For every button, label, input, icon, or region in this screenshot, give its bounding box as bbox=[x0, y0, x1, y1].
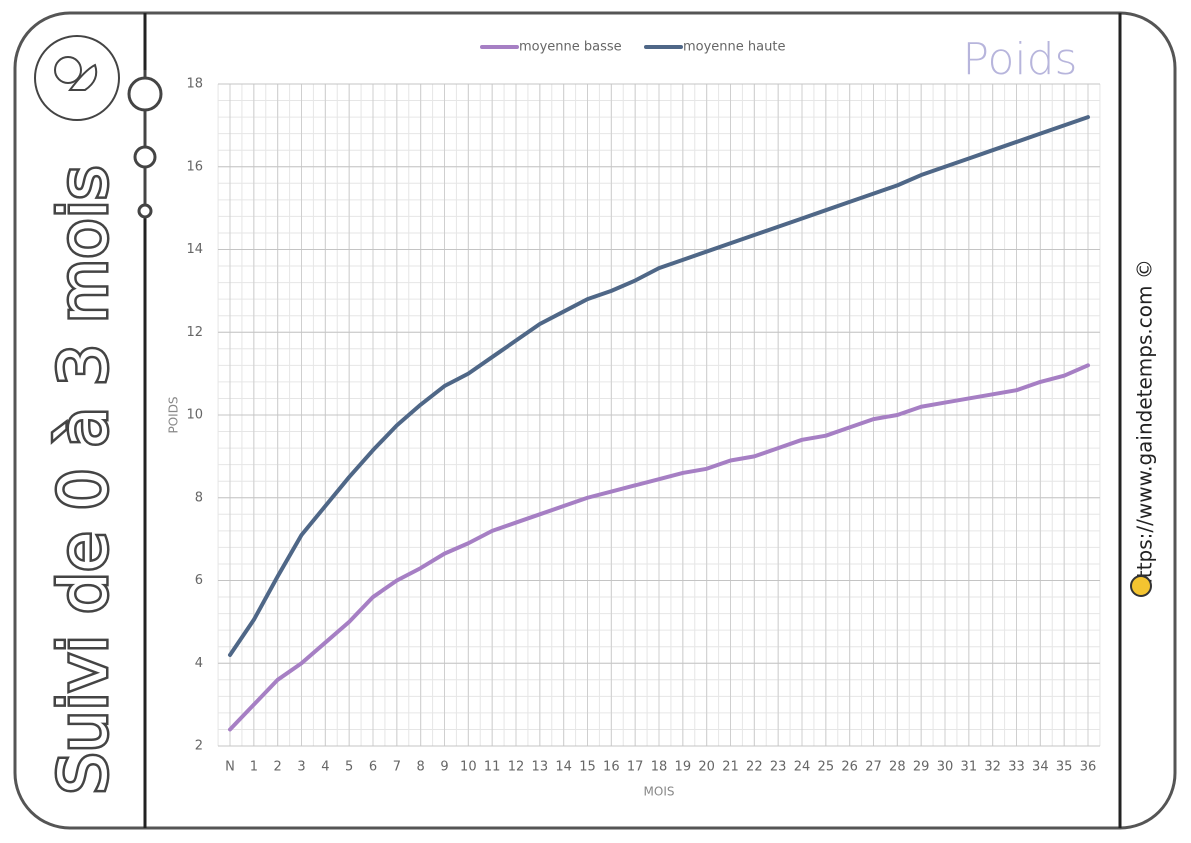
y-tick-label: 18 bbox=[186, 77, 203, 92]
x-axis-label: MOIS bbox=[644, 785, 675, 799]
x-tick-label: 23 bbox=[770, 760, 787, 775]
x-tick-label: 31 bbox=[961, 760, 978, 775]
chart-title: Poids bbox=[963, 34, 1078, 85]
x-tick-label: 3 bbox=[297, 760, 305, 775]
x-tick-label: 16 bbox=[603, 760, 620, 775]
y-tick-label: 16 bbox=[186, 159, 203, 174]
side-title: Suivi de 0 à 3 mois bbox=[45, 166, 122, 795]
y-axis-label: POIDS bbox=[167, 396, 181, 433]
series-line bbox=[228, 115, 1090, 657]
decoration bbox=[127, 76, 163, 112]
icon bbox=[67, 63, 98, 91]
x-tick-label: 11 bbox=[484, 760, 501, 775]
x-tick-label: 1 bbox=[250, 760, 258, 775]
decoration bbox=[133, 145, 157, 169]
x-tick-label: 20 bbox=[698, 760, 715, 775]
x-tick-label: 21 bbox=[722, 760, 739, 775]
x-tick-label: 5 bbox=[345, 760, 353, 775]
x-tick-label: 17 bbox=[627, 760, 644, 775]
y-tick-label: 6 bbox=[195, 573, 203, 588]
x-tick-label: 29 bbox=[913, 760, 930, 775]
x-tick-label: 26 bbox=[841, 760, 858, 775]
x-tick-label: 4 bbox=[321, 760, 329, 775]
y-tick-label: 12 bbox=[186, 325, 203, 340]
x-tick-label: 27 bbox=[865, 760, 882, 775]
x-tick-label: 24 bbox=[794, 760, 811, 775]
x-tick-label: N bbox=[225, 760, 235, 775]
x-tick-label: 28 bbox=[889, 760, 906, 775]
x-tick-label: 6 bbox=[369, 760, 377, 775]
x-tick-label: 36 bbox=[1080, 760, 1097, 775]
x-tick-label: 19 bbox=[675, 760, 692, 775]
x-tick-label: 14 bbox=[555, 760, 572, 775]
decoration bbox=[137, 203, 153, 219]
x-tick-label: 34 bbox=[1032, 760, 1049, 775]
y-tick-label: 10 bbox=[186, 408, 203, 423]
x-tick-label: 7 bbox=[393, 760, 401, 775]
x-tick-label: 32 bbox=[984, 760, 1001, 775]
x-tick-label: 12 bbox=[508, 760, 525, 775]
x-tick-label: 15 bbox=[579, 760, 596, 775]
plot bbox=[217, 83, 1101, 747]
y-tick-label: 4 bbox=[195, 656, 203, 671]
x-tick-label: 30 bbox=[937, 760, 954, 775]
legend-label: moyenne haute bbox=[683, 40, 785, 55]
x-tick-label: 33 bbox=[1008, 760, 1025, 775]
icon bbox=[54, 56, 82, 84]
x-tick-label: 25 bbox=[818, 760, 835, 775]
x-tick-label: 8 bbox=[417, 760, 425, 775]
bulb-icon bbox=[1130, 575, 1152, 597]
x-tick-label: 2 bbox=[274, 760, 282, 775]
y-tick-label: 2 bbox=[195, 739, 203, 754]
y-tick-label: 14 bbox=[186, 242, 203, 257]
x-tick-label: 13 bbox=[532, 760, 549, 775]
x-tick-label: 9 bbox=[440, 760, 448, 775]
x-tick-label: 35 bbox=[1056, 760, 1073, 775]
x-tick-label: 18 bbox=[651, 760, 668, 775]
series-line bbox=[228, 363, 1090, 732]
x-tick-label: 10 bbox=[460, 760, 477, 775]
legend-label: moyenne basse bbox=[519, 40, 622, 55]
source: https://www.gaindetemps.com © bbox=[1133, 259, 1157, 591]
x-tick-label: 22 bbox=[746, 760, 763, 775]
y-tick-label: 8 bbox=[195, 490, 203, 505]
